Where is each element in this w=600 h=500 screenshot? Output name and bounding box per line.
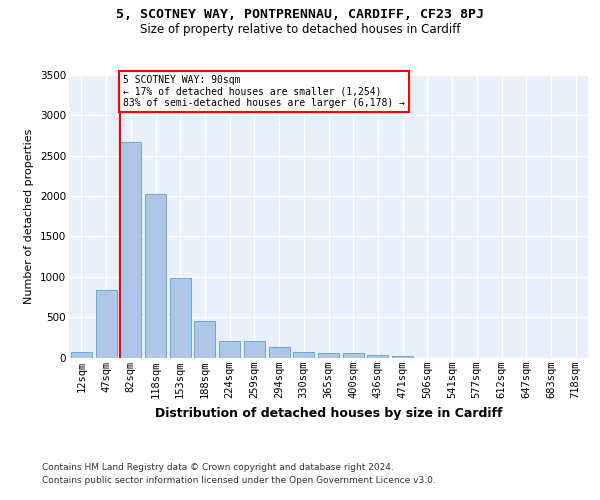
- Y-axis label: Number of detached properties: Number of detached properties: [25, 128, 34, 304]
- Bar: [293, 352, 314, 358]
- Text: 5 SCOTNEY WAY: 90sqm
← 17% of detached houses are smaller (1,254)
83% of semi-de: 5 SCOTNEY WAY: 90sqm ← 17% of detached h…: [123, 75, 405, 108]
- Text: Distribution of detached houses by size in Cardiff: Distribution of detached houses by size …: [155, 408, 503, 420]
- Bar: [269, 347, 290, 358]
- Text: Contains public sector information licensed under the Open Government Licence v3: Contains public sector information licen…: [42, 476, 436, 485]
- Bar: [244, 342, 265, 357]
- Bar: [219, 341, 240, 357]
- Bar: [71, 352, 92, 358]
- Bar: [392, 356, 413, 358]
- Bar: [120, 142, 141, 358]
- Bar: [343, 354, 364, 358]
- Bar: [145, 194, 166, 358]
- Bar: [95, 290, 116, 358]
- Bar: [318, 353, 339, 358]
- Bar: [367, 355, 388, 358]
- Text: Contains HM Land Registry data © Crown copyright and database right 2024.: Contains HM Land Registry data © Crown c…: [42, 462, 394, 471]
- Text: 5, SCOTNEY WAY, PONTPRENNAU, CARDIFF, CF23 8PJ: 5, SCOTNEY WAY, PONTPRENNAU, CARDIFF, CF…: [116, 8, 484, 20]
- Text: Size of property relative to detached houses in Cardiff: Size of property relative to detached ho…: [140, 22, 460, 36]
- Bar: [194, 321, 215, 358]
- Bar: [170, 278, 191, 357]
